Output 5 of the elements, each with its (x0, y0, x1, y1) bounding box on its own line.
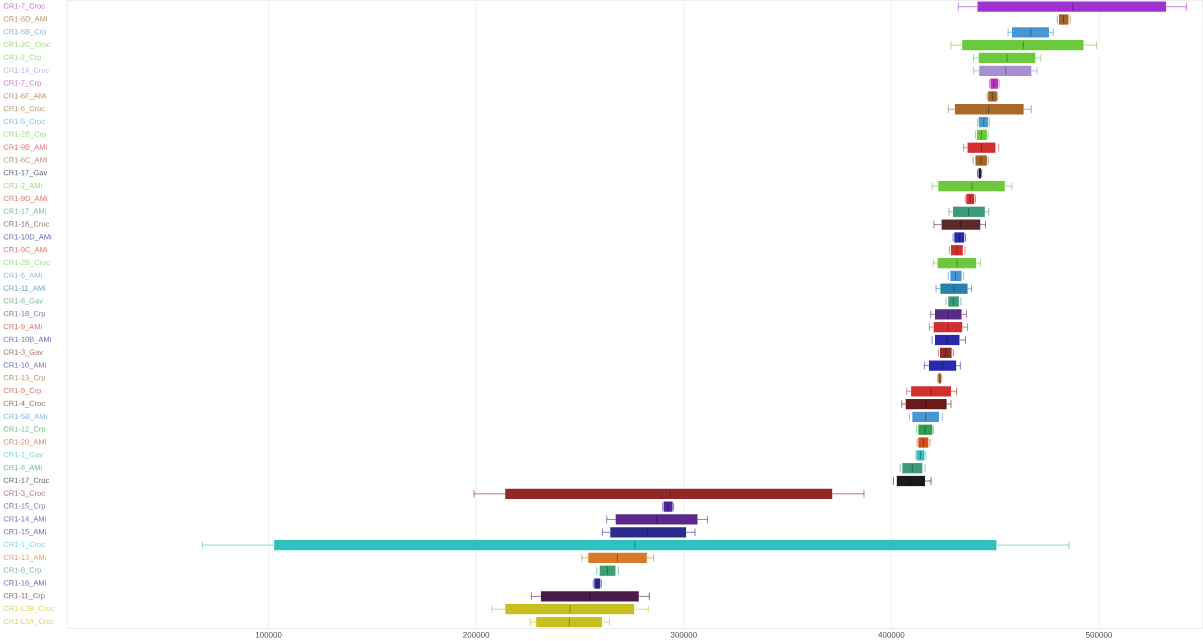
x-tick-label: 400000 (878, 631, 905, 638)
x-tick-label: 200000 (463, 631, 490, 638)
x-tick-label: 100000 (255, 631, 282, 638)
x-tick-label: 300000 (670, 631, 697, 638)
x-tick-label: 500000 (1085, 631, 1113, 638)
